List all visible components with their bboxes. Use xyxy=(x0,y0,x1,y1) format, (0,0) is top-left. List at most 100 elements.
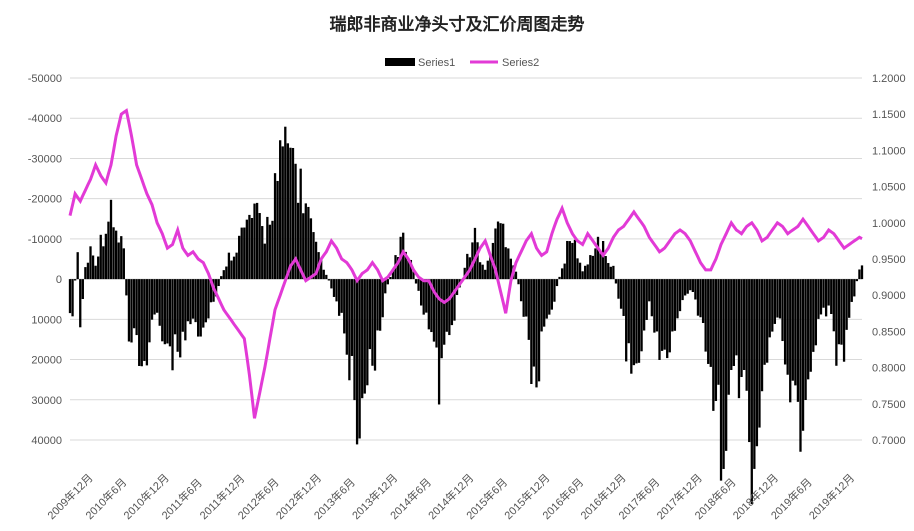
bar xyxy=(801,279,805,431)
bar xyxy=(186,279,190,322)
bar xyxy=(676,279,679,319)
bar xyxy=(435,279,438,348)
bar xyxy=(835,279,838,366)
bar xyxy=(507,248,510,280)
bar xyxy=(204,279,207,323)
bar xyxy=(266,216,269,280)
bar xyxy=(130,279,133,343)
left-tick-label: 10000 xyxy=(31,314,62,326)
bar xyxy=(445,279,448,332)
bar xyxy=(327,279,331,281)
left-tick-label: -10000 xyxy=(28,234,62,246)
bar xyxy=(804,279,807,401)
right-tick-label: 1.0500 xyxy=(872,182,906,194)
bar xyxy=(104,233,108,280)
bar xyxy=(109,199,113,280)
bar xyxy=(560,268,564,280)
bar xyxy=(258,213,261,280)
bar xyxy=(299,168,302,280)
bar xyxy=(91,255,95,280)
bar xyxy=(179,279,182,358)
bar xyxy=(840,279,843,345)
bar xyxy=(414,279,418,284)
bar xyxy=(238,235,241,280)
bar xyxy=(548,279,551,315)
right-tick-label: 1.1000 xyxy=(872,145,906,157)
bar xyxy=(760,279,764,392)
bar xyxy=(194,279,197,323)
bar xyxy=(171,279,174,371)
bar xyxy=(417,279,420,291)
bar xyxy=(858,269,861,280)
bar xyxy=(673,279,677,331)
left-tick-label: -20000 xyxy=(28,194,62,206)
bar xyxy=(735,279,738,356)
bar xyxy=(273,173,277,280)
bar xyxy=(250,217,254,280)
left-axis: -50000 -40000 -30000 -20000 -10000 0 10000 2000… xyxy=(28,73,62,447)
bar xyxy=(161,279,164,342)
bar xyxy=(112,227,115,280)
bar xyxy=(330,279,333,289)
bar xyxy=(543,279,546,327)
bar xyxy=(812,279,815,352)
bar xyxy=(789,279,792,403)
bar xyxy=(612,265,615,280)
bar xyxy=(494,228,497,280)
bar xyxy=(576,258,579,280)
bar xyxy=(855,279,859,282)
bar xyxy=(355,279,359,445)
bar xyxy=(348,279,351,381)
bar xyxy=(519,279,523,302)
bar xyxy=(79,279,82,328)
bar xyxy=(655,279,659,332)
bar xyxy=(155,279,159,313)
bar xyxy=(276,180,279,280)
bar xyxy=(222,270,225,280)
bar xyxy=(535,279,538,388)
bar xyxy=(373,279,377,371)
bar xyxy=(235,252,238,280)
bar xyxy=(268,224,272,280)
bar xyxy=(378,279,382,331)
bar xyxy=(719,279,723,481)
bar xyxy=(320,260,323,280)
bar xyxy=(340,279,343,313)
bar xyxy=(753,279,756,469)
bar xyxy=(699,279,702,318)
bar xyxy=(558,276,561,280)
bar xyxy=(709,279,712,367)
bar xyxy=(845,279,848,330)
bar xyxy=(312,232,315,280)
bar xyxy=(284,126,287,280)
bar xyxy=(722,279,725,469)
right-tick-label: 1.2000 xyxy=(872,73,906,85)
gridlines xyxy=(70,77,862,441)
bar xyxy=(89,246,92,280)
bar xyxy=(773,279,777,324)
bar xyxy=(73,279,77,281)
bar xyxy=(220,276,223,280)
series1-bars xyxy=(68,126,864,505)
bar xyxy=(181,279,184,332)
bar xyxy=(127,279,131,342)
bar xyxy=(596,236,600,280)
bar xyxy=(622,279,625,316)
bar xyxy=(143,279,146,361)
bar xyxy=(145,279,149,366)
legend-series1-swatch xyxy=(385,58,415,66)
bar xyxy=(768,279,771,338)
bar xyxy=(361,279,364,399)
bar xyxy=(658,279,661,360)
bar xyxy=(253,203,256,280)
bar xyxy=(366,279,369,386)
legend-series1-label: Series1 xyxy=(418,57,455,69)
bar xyxy=(625,279,628,362)
bar xyxy=(822,279,825,308)
bar xyxy=(814,279,818,346)
bar xyxy=(99,234,102,280)
bar xyxy=(766,279,769,363)
bar xyxy=(302,213,305,280)
bar xyxy=(668,279,671,353)
